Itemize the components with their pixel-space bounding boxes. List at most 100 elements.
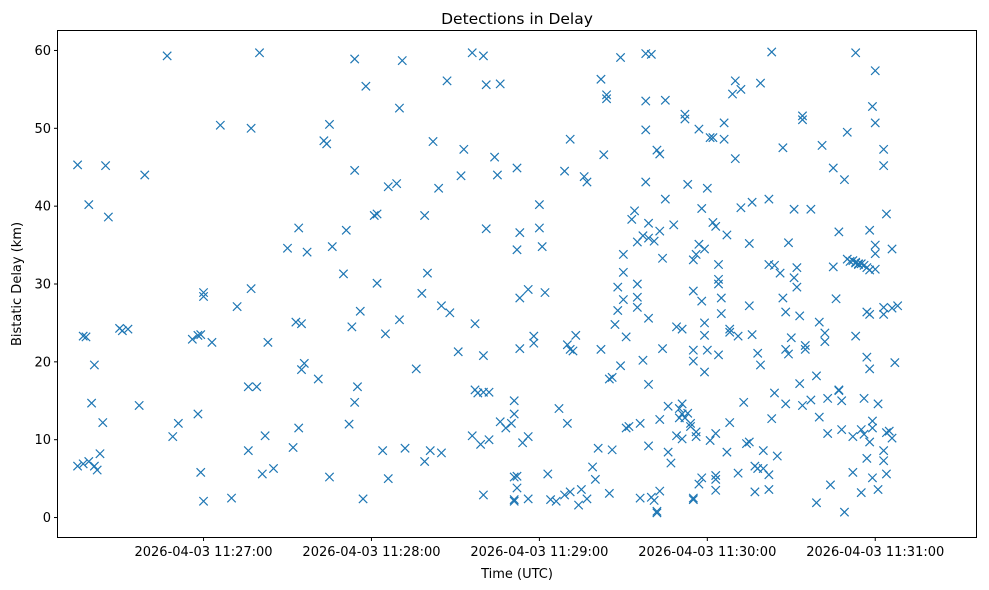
data-point xyxy=(671,431,682,441)
data-point xyxy=(168,431,178,442)
data-point xyxy=(417,288,427,298)
data-point xyxy=(744,437,754,447)
data-point xyxy=(587,462,598,472)
data-point xyxy=(282,243,293,253)
data-point xyxy=(747,329,757,340)
data-points xyxy=(72,47,903,518)
data-point xyxy=(372,209,382,219)
data-point xyxy=(702,345,712,355)
data-point xyxy=(657,253,668,263)
data-point xyxy=(887,244,897,254)
data-point xyxy=(380,329,391,339)
data-point xyxy=(509,496,519,506)
data-point xyxy=(632,279,642,289)
data-point xyxy=(879,445,889,456)
data-point xyxy=(873,484,883,495)
data-point xyxy=(196,329,206,340)
data-point xyxy=(862,352,872,362)
data-point xyxy=(523,284,533,295)
data-point xyxy=(453,347,463,357)
data-point xyxy=(559,166,570,176)
data-point xyxy=(562,418,573,428)
data-point xyxy=(599,150,609,160)
data-point xyxy=(677,324,687,334)
data-point xyxy=(288,442,298,453)
data-point xyxy=(683,408,693,418)
data-point xyxy=(781,399,791,409)
data-point xyxy=(848,431,858,442)
data-point xyxy=(820,336,830,347)
data-point xyxy=(344,419,354,429)
data-point xyxy=(730,76,740,86)
data-point xyxy=(851,331,861,341)
data-point xyxy=(680,114,690,124)
data-point xyxy=(722,230,732,240)
data-point xyxy=(378,445,388,456)
data-point xyxy=(733,331,743,341)
data-point xyxy=(887,433,897,443)
data-point xyxy=(867,423,878,433)
data-point xyxy=(252,382,262,392)
data-point xyxy=(456,171,466,181)
data-point xyxy=(601,90,612,100)
data-point xyxy=(618,294,628,305)
data-point xyxy=(711,428,721,439)
data-point xyxy=(618,267,628,277)
data-point xyxy=(246,284,256,294)
data-point xyxy=(716,293,726,303)
data-point xyxy=(727,89,738,99)
data-point xyxy=(713,274,724,284)
data-point xyxy=(134,400,144,411)
data-point xyxy=(358,494,368,504)
data-point xyxy=(641,125,651,135)
data-point xyxy=(89,360,100,370)
data-point xyxy=(436,448,447,458)
data-point xyxy=(515,227,525,238)
data-point xyxy=(559,490,570,500)
data-point xyxy=(708,217,718,228)
data-point xyxy=(764,194,774,204)
data-point xyxy=(420,456,430,467)
data-point xyxy=(565,487,575,497)
data-point xyxy=(758,445,768,456)
data-point xyxy=(716,308,726,319)
data-point xyxy=(81,332,91,342)
data-point xyxy=(711,474,721,485)
data-point xyxy=(512,163,522,173)
data-point xyxy=(615,52,626,63)
data-point xyxy=(467,48,477,58)
x-tick-label: 2026-04-03 11:28:00 xyxy=(302,545,440,560)
data-point xyxy=(84,456,94,467)
data-point xyxy=(582,494,592,504)
data-point xyxy=(596,74,606,84)
data-point xyxy=(730,154,740,164)
data-point xyxy=(688,286,698,296)
data-point xyxy=(582,177,592,187)
data-point xyxy=(663,447,673,457)
data-point xyxy=(445,308,455,318)
data-point xyxy=(823,428,833,439)
data-point xyxy=(428,136,438,147)
data-point xyxy=(98,417,108,428)
data-point xyxy=(828,163,838,173)
data-point xyxy=(434,183,444,193)
data-point xyxy=(713,279,724,289)
data-point xyxy=(624,421,634,432)
data-point xyxy=(755,78,766,88)
data-point xyxy=(509,409,519,419)
data-point xyxy=(671,322,682,332)
data-point xyxy=(867,101,878,112)
data-point xyxy=(870,240,880,250)
data-point xyxy=(842,127,852,137)
data-point xyxy=(705,435,715,446)
data-point xyxy=(327,242,337,252)
data-point xyxy=(568,346,578,356)
data-point xyxy=(795,379,805,389)
data-point xyxy=(350,54,360,64)
data-point xyxy=(621,423,631,433)
data-point xyxy=(540,287,550,298)
data-point xyxy=(814,412,824,422)
data-point xyxy=(481,224,491,234)
